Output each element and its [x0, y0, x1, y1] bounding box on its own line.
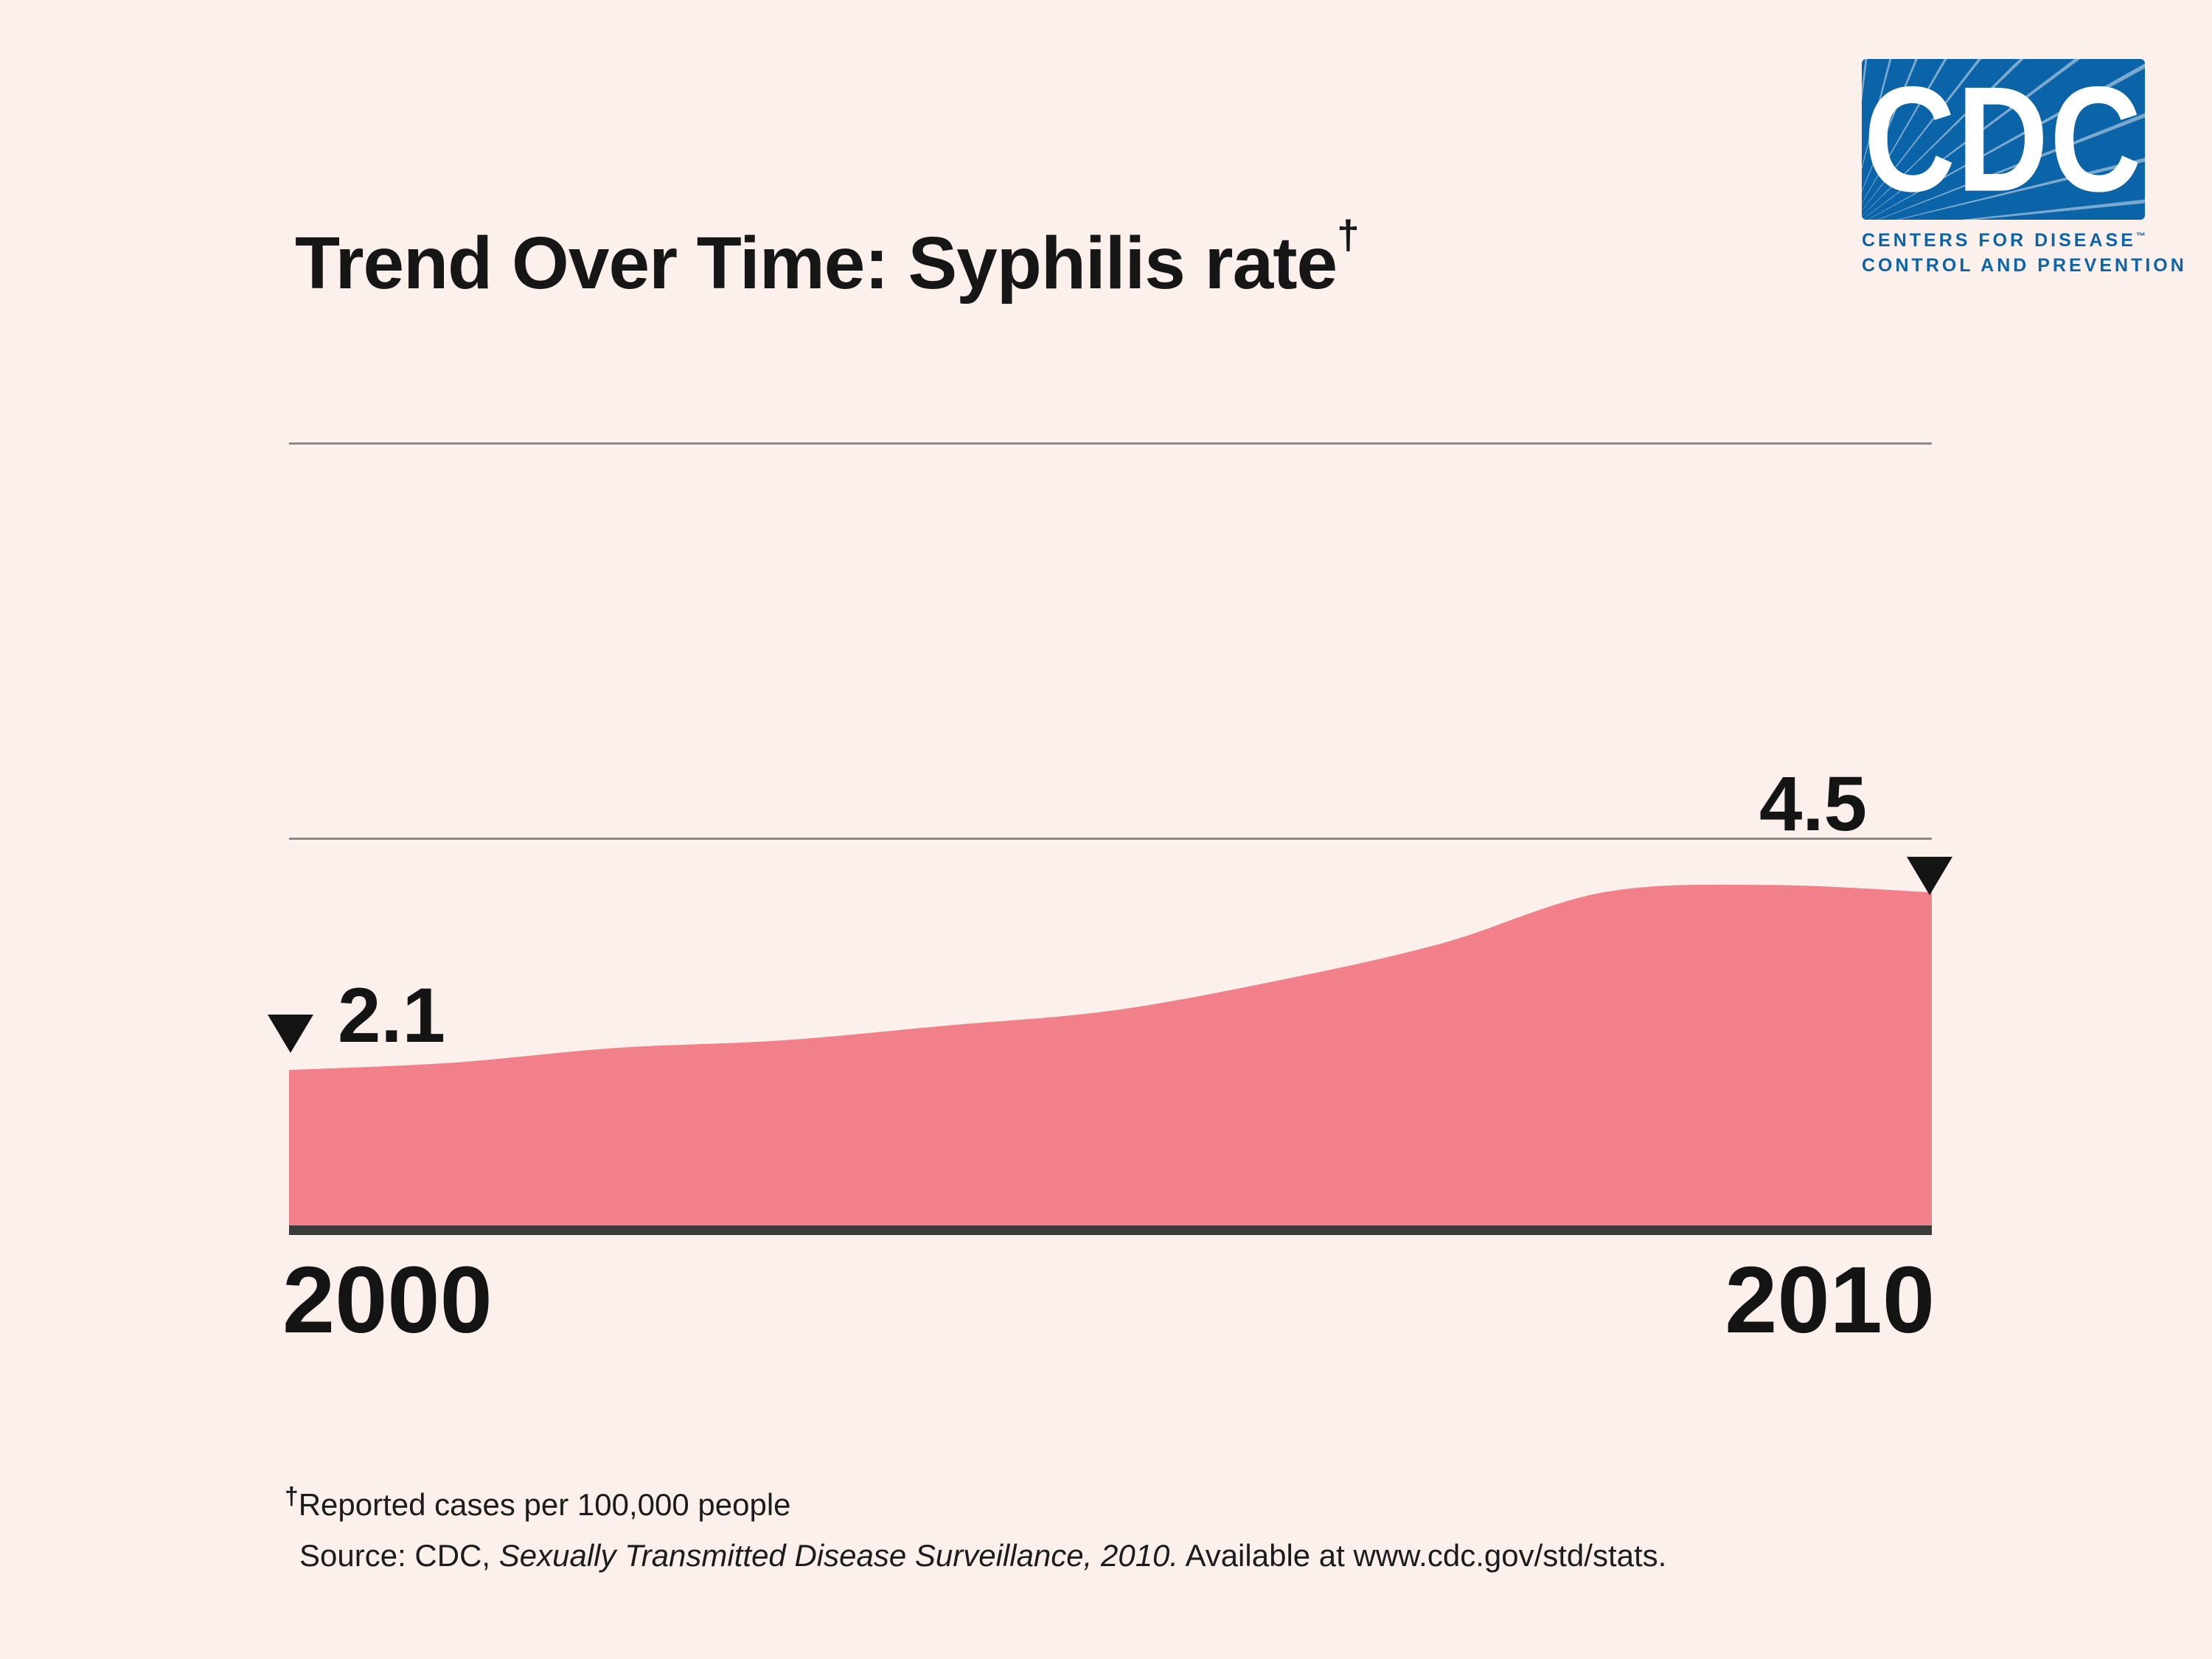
chart-baseline	[289, 1225, 1932, 1235]
page-title: Trend Over Time: Syphilis rate†	[295, 212, 1360, 306]
area-fill	[289, 884, 1932, 1225]
cdc-logo: CDC CENTERS FOR DISEASE™ CONTROL AND PRE…	[1862, 59, 2184, 279]
footnote-dagger: †	[285, 1483, 299, 1510]
x-axis-label-2010: 2010	[1725, 1248, 1935, 1353]
chart-area	[289, 841, 1932, 1235]
cdc-logo-letters: CDC	[1863, 59, 2143, 220]
footnote-source: Source: CDC, Sexually Transmitted Diseas…	[299, 1537, 1666, 1574]
start-value-label: 2.1	[338, 973, 445, 1059]
start-marker-triangle-icon	[268, 1015, 313, 1053]
footnote-note-text: Reported cases per 100,000 people	[298, 1487, 791, 1522]
title-dagger: †	[1337, 212, 1360, 258]
gridline-top	[289, 442, 1932, 445]
cdc-logo-box: CDC	[1862, 59, 2145, 220]
end-value-label: 4.5	[1759, 761, 1867, 847]
cdc-trademark: ™	[2135, 230, 2146, 242]
source-publication: Sexually Transmitted Disease Surveillanc…	[498, 1538, 1179, 1573]
cdc-logo-line1: CENTERS FOR DISEASE	[1862, 230, 2136, 251]
x-axis-label-2000: 2000	[282, 1248, 493, 1353]
cdc-logo-text: CENTERS FOR DISEASE™ CONTROL AND PREVENT…	[1862, 229, 2184, 279]
gridline-mid	[289, 838, 1932, 840]
source-prefix: Source: CDC,	[299, 1538, 499, 1573]
area-chart-svg	[289, 884, 1932, 1235]
title-prefix: Trend Over Time:	[295, 222, 908, 305]
title-rest: Syphilis rate	[908, 222, 1338, 305]
end-marker-triangle-icon	[1907, 857, 1952, 895]
source-suffix: Available at www.cdc.gov/std/stats.	[1178, 1538, 1667, 1573]
cdc-logo-line2: CONTROL AND PREVENTION	[1862, 254, 2187, 276]
footnote-definition: †Reported cases per 100,000 people	[285, 1482, 791, 1523]
